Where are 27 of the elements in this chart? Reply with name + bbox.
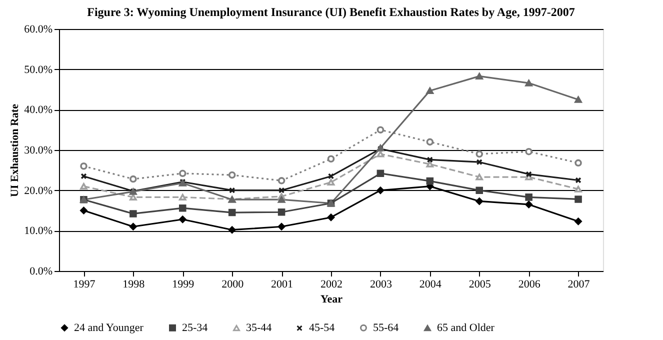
x-axis-title: Year	[320, 294, 343, 306]
x-tick-label: 1999	[172, 278, 195, 290]
x-tick-label: 2006	[518, 278, 541, 290]
y-tick-label: 60.0%	[24, 24, 52, 36]
y-tick-label: 0.0%	[30, 266, 52, 278]
x-tick-label: 1998	[122, 278, 146, 290]
chart-title: Figure 3: Wyoming Unemployment Insurance (UI) Benefit Exhaustion Rates by Age, 1997-2007	[87, 5, 575, 19]
x-tick-label: 2004	[419, 278, 442, 290]
x-tick-label: 1997	[73, 278, 96, 290]
x-tick-label: 2003	[370, 278, 392, 290]
x-tick-label: 2007	[568, 278, 590, 290]
y-tick-label: 40.0%	[24, 104, 52, 116]
legend-label: 25-34	[182, 322, 208, 334]
x-tick-label: 2002	[320, 278, 342, 290]
legend-label: 45-54	[309, 322, 336, 334]
x-tick-label: 2000	[222, 278, 244, 290]
legend-label: 35-44	[246, 322, 272, 334]
x-tick-label: 2005	[468, 278, 492, 290]
y-tick-label: 30.0%	[24, 144, 52, 156]
y-axis-title: UI Exhaustion Rate	[9, 104, 22, 197]
y-tick-label: 50.0%	[24, 64, 52, 76]
legend-label: 55-64	[373, 322, 400, 334]
x-tick-label: 2001	[271, 278, 294, 290]
legend-label: 24 and Younger	[74, 322, 144, 334]
legend-label: 65 and Older	[437, 322, 495, 334]
y-tick-label: 20.0%	[24, 184, 52, 197]
y-tick-label: 10.0%	[24, 225, 52, 238]
